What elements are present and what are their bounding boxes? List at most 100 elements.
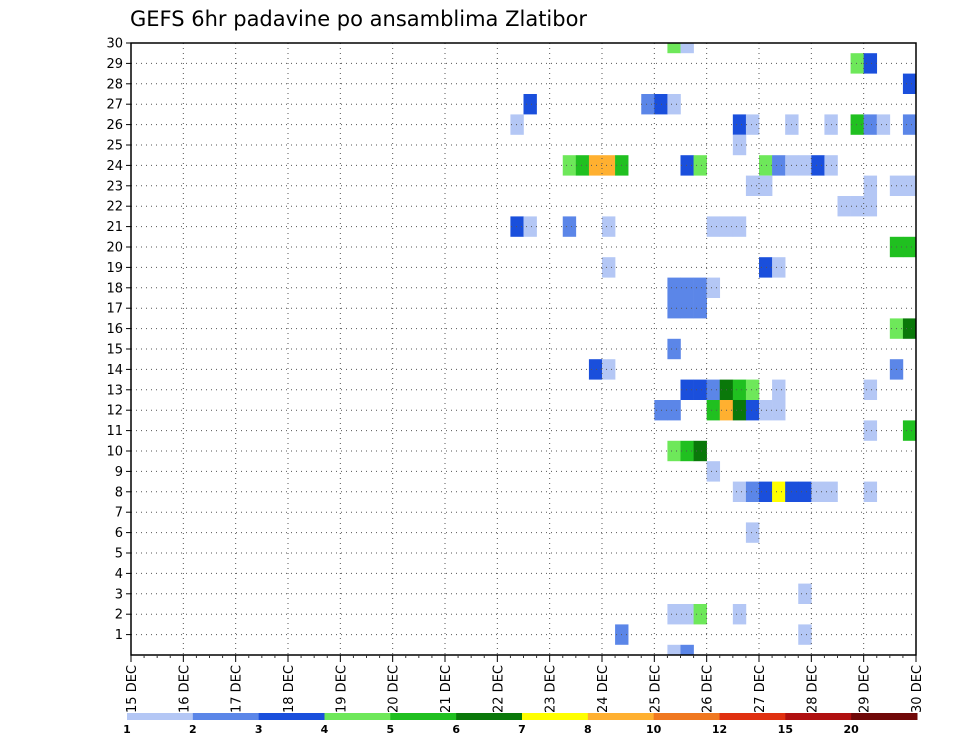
precip-cell: [850, 53, 864, 74]
precip-cell: [510, 216, 524, 237]
precip-cell: [667, 298, 681, 319]
precip-cell: [902, 420, 917, 441]
y-tick-label: 4: [115, 567, 123, 582]
legend-swatch: [324, 713, 391, 720]
x-tick-label: 26 DEC: [701, 665, 716, 713]
precip-cell: [693, 277, 707, 298]
precip-cell: [902, 236, 917, 258]
legend-swatch: [785, 713, 852, 720]
precip-cell: [667, 43, 681, 54]
y-tick-label: 28: [106, 77, 123, 92]
x-tick-label: 22 DEC: [491, 665, 506, 713]
y-tick-label: 16: [106, 322, 123, 337]
x-tick-label: 27 DEC: [753, 665, 768, 713]
y-tick-label: 18: [106, 281, 123, 296]
precip-cell: [680, 277, 694, 298]
precip-cell: [641, 94, 655, 115]
precip-cell: [602, 359, 616, 380]
precip-cell: [863, 481, 878, 502]
color-legend: 1 2 3 4 5 6 7 8 10 12 15 20: [123, 713, 918, 736]
precip-cell: [759, 155, 773, 176]
y-tick-label: 25: [106, 139, 123, 154]
precip-cell: [523, 216, 537, 237]
y-tick-label: 5: [115, 547, 123, 562]
precip-cell: [588, 155, 603, 176]
precip-cell: [876, 114, 891, 135]
precip-cell: [562, 216, 577, 237]
precip-cell: [732, 400, 747, 421]
cells-layer: [510, 43, 917, 655]
precip-cell: [772, 379, 786, 400]
y-tick-label: 19: [106, 261, 123, 276]
precip-cell: [706, 277, 721, 298]
y-tick-label: 26: [106, 118, 123, 133]
legend-swatch: [719, 713, 786, 720]
precip-cell: [798, 624, 812, 645]
grid-layer: [131, 42, 916, 655]
precip-cell: [706, 461, 721, 482]
y-axis: 1234567891011121314151617181920212223242…: [106, 37, 131, 643]
x-tick-label: 29 DEC: [858, 665, 873, 713]
y-tick-label: 7: [115, 506, 123, 521]
precip-cell: [772, 481, 786, 502]
y-tick-label: 30: [106, 37, 123, 52]
precip-cell: [798, 583, 812, 604]
precip-cell: [772, 400, 786, 421]
legend-swatch: [192, 713, 260, 720]
precip-cell: [745, 522, 760, 543]
x-tick-label: 19 DEC: [334, 665, 349, 713]
precip-cell: [863, 420, 878, 441]
precip-cell: [902, 73, 917, 94]
precip-cell: [693, 155, 707, 176]
precip-cell: [863, 114, 878, 135]
precip-cell: [667, 440, 681, 462]
precip-cell: [759, 481, 773, 502]
y-tick-label: 13: [106, 383, 123, 398]
legend-label: 15: [778, 723, 793, 736]
y-tick-label: 15: [106, 343, 123, 358]
chart-title: GEFS 6hr padavine po ansamblima Zlatibor: [130, 7, 587, 31]
legend-swatch: [127, 713, 194, 720]
precip-cell: [680, 43, 694, 54]
x-tick-label: 23 DEC: [544, 665, 559, 713]
precip-cell: [680, 644, 694, 655]
precip-cell: [706, 216, 721, 237]
precip-cell: [745, 114, 760, 135]
legend-swatch: [522, 713, 589, 720]
y-tick-label: 11: [106, 424, 123, 439]
legend-swatch: [390, 713, 457, 720]
precip-cell: [680, 298, 694, 319]
precip-cell: [745, 379, 760, 400]
y-tick-label: 8: [115, 485, 123, 500]
y-tick-label: 10: [106, 445, 123, 460]
precip-cell: [575, 155, 590, 176]
precip-cell: [693, 440, 707, 462]
precip-cell: [667, 94, 681, 115]
legend-label: 20: [844, 723, 860, 736]
legend-label: 4: [321, 723, 329, 736]
legend-swatch: [258, 713, 325, 720]
precip-cell: [602, 216, 616, 237]
precip-cell: [798, 481, 812, 502]
y-tick-label: 1: [115, 628, 123, 643]
legend-label: 3: [255, 723, 263, 736]
precip-cell: [588, 359, 603, 380]
precip-cell: [732, 481, 747, 502]
precip-cell: [523, 94, 537, 115]
legend-label: 5: [387, 723, 395, 736]
legend-swatch: [851, 713, 918, 720]
x-tick-label: 24 DEC: [596, 665, 611, 713]
y-tick-label: 27: [106, 98, 123, 113]
y-tick-label: 20: [106, 241, 123, 256]
x-tick-label: 25 DEC: [648, 665, 663, 713]
precip-cell: [772, 155, 786, 176]
y-tick-label: 3: [115, 587, 123, 602]
y-tick-label: 9: [115, 465, 123, 480]
precip-cell: [902, 318, 917, 339]
legend-label: 8: [584, 723, 592, 736]
precip-cell: [902, 175, 917, 196]
precip-cell: [811, 481, 825, 502]
x-tick-label: 18 DEC: [282, 665, 297, 713]
y-tick-label: 29: [106, 57, 123, 72]
